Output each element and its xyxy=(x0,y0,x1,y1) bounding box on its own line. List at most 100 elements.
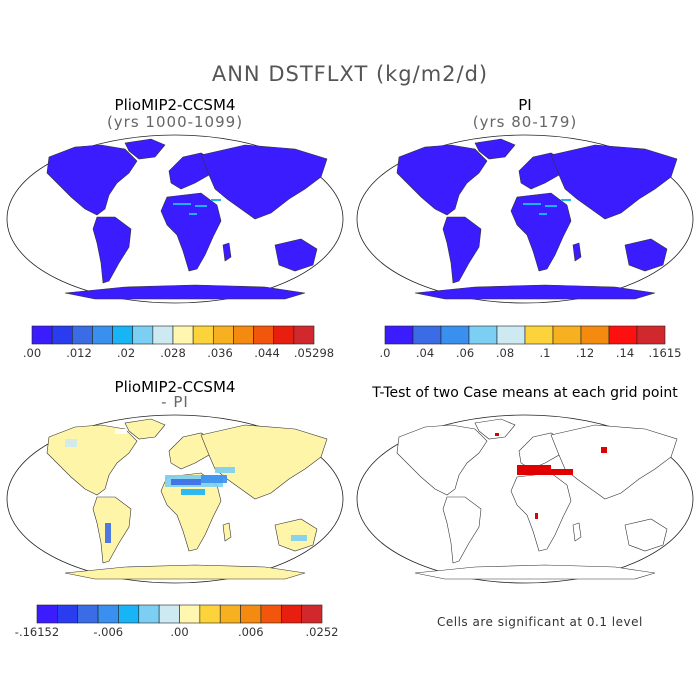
colorbar-plio xyxy=(31,325,315,345)
dust-streak xyxy=(561,199,571,201)
colorbar-swatch xyxy=(172,325,194,345)
difference-anomalies xyxy=(65,429,307,543)
continent-africa xyxy=(160,192,222,272)
colorbar-swatch xyxy=(524,325,554,345)
continent-south-america xyxy=(92,496,132,564)
continent-south-america xyxy=(442,496,482,564)
continent-africa xyxy=(510,192,572,272)
panel-bl-subtitle: - PI xyxy=(161,393,189,411)
continent-madagascar xyxy=(222,522,232,542)
continents xyxy=(396,418,678,580)
continent-antarctica xyxy=(64,564,306,580)
significant-cell xyxy=(535,513,538,519)
continent-north-america xyxy=(396,424,488,496)
anomaly-patch xyxy=(291,535,307,541)
continent-south-america xyxy=(442,216,482,284)
colorbar-tick-label: .028 xyxy=(160,346,186,360)
colorbar-swatch xyxy=(138,604,160,624)
panel-tr-subtitle: (yrs 80-179) xyxy=(472,113,578,131)
continent-north-america xyxy=(396,144,488,216)
dust-streak xyxy=(211,199,221,201)
colorbar-tick-label: .12 xyxy=(575,346,595,360)
colorbar-tick-label: .0 xyxy=(379,346,391,360)
colorbar-tick-label: -.16152 xyxy=(14,625,60,639)
colorbar-swatch xyxy=(152,325,174,345)
continent-antarctica xyxy=(414,284,656,300)
colorbar-swatch xyxy=(468,325,498,345)
dust-streak xyxy=(539,213,547,215)
anomaly-patch xyxy=(65,439,77,447)
figure-title: ANN DSTFLXT (kg/m2/d) xyxy=(211,62,489,86)
dust-source-streaks xyxy=(523,199,571,215)
colorbar-swatch xyxy=(77,604,99,624)
colorbar-swatch xyxy=(179,604,201,624)
map-panel-pi xyxy=(356,134,694,304)
colorbar-swatch xyxy=(301,604,323,624)
colorbar-swatch xyxy=(273,325,295,345)
colorbar-swatch xyxy=(36,604,58,624)
colorbar-tick-label: -.006 xyxy=(93,625,124,639)
colorbar-tick-label: .00 xyxy=(170,625,189,639)
colorbar-swatch xyxy=(440,325,470,345)
colorbar-swatch xyxy=(92,325,113,345)
panel-tr-title: PI xyxy=(518,96,532,114)
colorbar-tick-label: .036 xyxy=(207,346,233,360)
colorbar-swatch xyxy=(580,325,610,345)
continent-greenland xyxy=(474,138,516,160)
continent-greenland xyxy=(124,418,166,440)
colorbar-swatch xyxy=(608,325,638,345)
anomaly-patch xyxy=(105,523,111,543)
continent-north-america xyxy=(46,144,138,216)
significant-cells xyxy=(495,433,607,519)
colorbar-swatch xyxy=(253,325,275,345)
continent-australia xyxy=(624,518,668,552)
colorbar-swatch xyxy=(212,325,234,345)
colorbar-swatch xyxy=(112,325,134,345)
continent-antarctica xyxy=(64,284,306,300)
colorbar-swatch xyxy=(384,325,414,345)
colorbar-difference xyxy=(36,604,323,624)
dust-streak xyxy=(523,203,541,205)
continent-australia xyxy=(624,238,668,272)
colorbar-swatch xyxy=(199,604,221,624)
colorbar-swatch xyxy=(118,604,140,624)
continent-greenland xyxy=(474,418,516,440)
continent-madagascar xyxy=(572,522,582,542)
colorbar-swatch xyxy=(57,604,79,624)
significant-cell xyxy=(551,469,573,475)
continents xyxy=(396,138,678,300)
continent-madagascar xyxy=(572,242,582,262)
dust-source-streaks xyxy=(173,199,221,215)
anomaly-patch xyxy=(171,479,201,485)
continent-greenland xyxy=(124,138,166,160)
colorbar-tick-label: .1 xyxy=(539,346,551,360)
colorbar-swatch xyxy=(496,325,526,345)
colorbar-swatch xyxy=(293,325,315,345)
significant-cell xyxy=(495,433,499,436)
colorbar-tick-label: .06 xyxy=(455,346,475,360)
continents xyxy=(46,418,328,580)
colorbar-swatch xyxy=(233,325,254,345)
colorbar-tick-label: .02 xyxy=(116,346,136,360)
colorbar-tick-label: .012 xyxy=(66,346,92,360)
dust-streak xyxy=(545,205,557,207)
colorbar-tick-label: .006 xyxy=(237,625,264,639)
dust-streak xyxy=(189,213,197,215)
colorbar-swatch xyxy=(260,604,282,624)
colorbar-tick-label: .08 xyxy=(495,346,515,360)
map-panel-plio xyxy=(6,134,344,304)
colorbar-swatch xyxy=(552,325,582,345)
colorbar-swatch xyxy=(280,604,302,624)
colorbar-tick-label: .1615 xyxy=(648,346,682,360)
continent-south-america xyxy=(92,216,132,284)
colorbar-swatch xyxy=(240,604,262,624)
significance-footnote: Cells are significant at 0.1 level xyxy=(437,615,643,629)
anomaly-patch xyxy=(181,489,205,495)
colorbar-swatch xyxy=(219,604,241,624)
colorbar-tick-label: .00 xyxy=(22,346,42,360)
colorbar-swatch xyxy=(192,325,214,345)
panel-tl-subtitle: (yrs 1000-1099) xyxy=(106,113,244,131)
continent-madagascar xyxy=(222,242,232,262)
colorbar-swatch xyxy=(158,604,180,624)
map-panel-ttest xyxy=(356,414,694,584)
